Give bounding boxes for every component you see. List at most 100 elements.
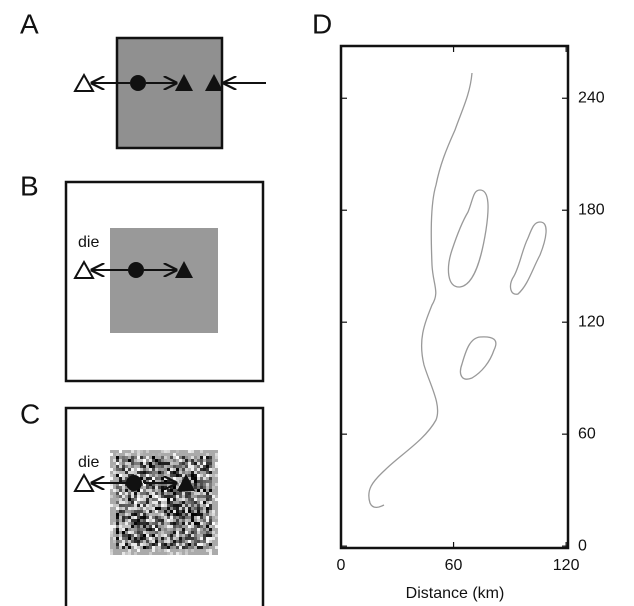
noise-cell (188, 552, 191, 555)
noise-cell (125, 495, 128, 498)
noise-cell (152, 486, 155, 489)
noise-cell (164, 525, 167, 528)
noise-cell (119, 501, 122, 504)
noise-cell (194, 486, 197, 489)
noise-cell (119, 510, 122, 513)
noise-cell (131, 459, 134, 462)
noise-cell (158, 480, 161, 483)
noise-cell (131, 498, 134, 501)
noise-cell (149, 507, 152, 510)
noise-cell (128, 462, 131, 465)
noise-cell (131, 492, 134, 495)
noise-cell (146, 492, 149, 495)
noise-cell (113, 510, 116, 513)
noise-cell (137, 522, 140, 525)
noise-cell (173, 465, 176, 468)
noise-cell (164, 456, 167, 459)
noise-cell (158, 510, 161, 513)
noise-cell (119, 498, 122, 501)
noise-cell (179, 543, 182, 546)
noise-cell (167, 549, 170, 552)
noise-cell (197, 450, 200, 453)
noise-cell (176, 528, 179, 531)
noise-cell (149, 522, 152, 525)
noise-cell (122, 513, 125, 516)
noise-cell (149, 471, 152, 474)
noise-cell (131, 534, 134, 537)
noise-cell (167, 543, 170, 546)
noise-cell (194, 549, 197, 552)
noise-cell (215, 528, 218, 531)
noise-cell (158, 516, 161, 519)
noise-cell (182, 477, 185, 480)
noise-cell (167, 531, 170, 534)
noise-cell (200, 489, 203, 492)
noise-cell (143, 456, 146, 459)
noise-cell (167, 525, 170, 528)
noise-cell (122, 498, 125, 501)
noise-cell (146, 531, 149, 534)
noise-cell (209, 525, 212, 528)
noise-cell (194, 468, 197, 471)
noise-cell (206, 549, 209, 552)
noise-cell (170, 510, 173, 513)
noise-cell (212, 495, 215, 498)
panel-label: B (20, 170, 39, 201)
noise-cell (146, 471, 149, 474)
noise-cell (176, 510, 179, 513)
noise-cell (134, 513, 137, 516)
noise-cell (182, 528, 185, 531)
noise-cell (113, 477, 116, 480)
noise-cell (152, 525, 155, 528)
noise-cell (155, 471, 158, 474)
noise-cell (179, 468, 182, 471)
noise-cell (110, 489, 113, 492)
noise-cell (200, 465, 203, 468)
noise-cell (176, 459, 179, 462)
noise-cell (194, 525, 197, 528)
noise-cell (179, 465, 182, 468)
noise-cell (110, 477, 113, 480)
noise-cell (164, 462, 167, 465)
noise-cell (140, 450, 143, 453)
noise-cell (197, 507, 200, 510)
noise-cell (179, 525, 182, 528)
noise-cell (125, 507, 128, 510)
noise-cell (209, 513, 212, 516)
noise-cell (212, 516, 215, 519)
noise-cell (113, 483, 116, 486)
noise-cell (110, 525, 113, 528)
noise-cell (215, 450, 218, 453)
noise-cell (161, 480, 164, 483)
noise-cell (131, 528, 134, 531)
noise-cell (158, 495, 161, 498)
noise-cell (194, 489, 197, 492)
noise-cell (122, 489, 125, 492)
noise-cell (140, 507, 143, 510)
noise-cell (194, 450, 197, 453)
noise-cell (149, 459, 152, 462)
noise-cell (215, 495, 218, 498)
noise-cell (146, 522, 149, 525)
noise-cell (140, 534, 143, 537)
noise-cell (173, 450, 176, 453)
noise-cell (119, 456, 122, 459)
noise-cell (176, 516, 179, 519)
noise-cell (182, 510, 185, 513)
noise-cell (143, 474, 146, 477)
noise-cell (200, 519, 203, 522)
noise-cell (119, 540, 122, 543)
noise-cell (215, 534, 218, 537)
noise-cell (125, 543, 128, 546)
noise-cell (212, 501, 215, 504)
noise-cell (182, 456, 185, 459)
noise-cell (116, 489, 119, 492)
noise-cell (203, 525, 206, 528)
noise-cell (167, 498, 170, 501)
noise-cell (179, 519, 182, 522)
noise-cell (146, 474, 149, 477)
noise-cell (212, 531, 215, 534)
noise-cell (149, 534, 152, 537)
noise-cell (203, 519, 206, 522)
noise-cell (173, 459, 176, 462)
